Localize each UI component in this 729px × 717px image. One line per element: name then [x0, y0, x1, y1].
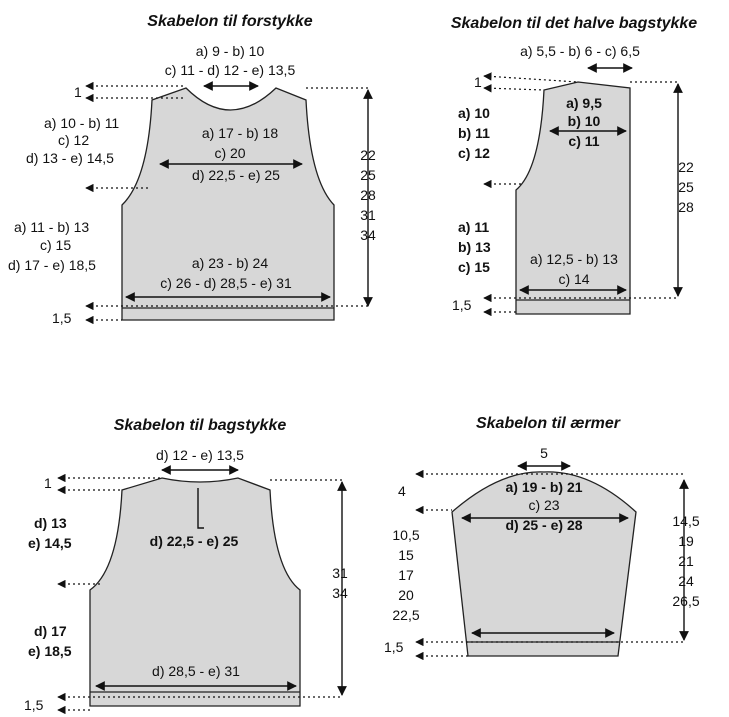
front-height-2: 25 — [360, 167, 376, 183]
front-piece-shape — [121, 87, 335, 321]
sleeve-length-left-2: 15 — [398, 547, 414, 563]
half-back-chest-3: c) 11 — [568, 133, 599, 149]
half-back-armhole-1: a) 10 — [458, 105, 490, 121]
front-armhole-1: a) 10 - b) 11 — [44, 115, 119, 131]
front-side-3: d) 17 - e) 18,5 — [8, 257, 96, 273]
half-back-side-3: c) 15 — [458, 259, 490, 275]
back-chest-label: d) 22,5 - e) 25 — [150, 533, 239, 549]
half-back-side-2: b) 13 — [458, 239, 491, 255]
front-armhole-3: d) 13 - e) 14,5 — [26, 150, 114, 166]
front-armhole-2: c) 12 — [58, 132, 89, 148]
back-armhole-2: e) 14,5 — [28, 535, 72, 551]
sleeve-length-right-1: 14,5 — [672, 513, 699, 529]
back-armhole-1: d) 13 — [34, 515, 67, 531]
back-height-2: 34 — [332, 585, 348, 601]
half-back-top-label: 1 — [474, 74, 482, 90]
half-back-neck-label: a) 5,5 - b) 6 - c) 6,5 — [520, 43, 640, 59]
half-back-hem-width-2: c) 14 — [558, 271, 589, 287]
sleeve-length-left-4: 20 — [398, 587, 414, 603]
back-hem-label: 1,5 — [24, 697, 44, 713]
half-back-title: Skabelon til det halve bagstykke — [451, 15, 697, 32]
half-back-side-1: a) 11 — [458, 219, 489, 235]
back-side-1: d) 17 — [34, 623, 67, 639]
sleeve-title: Skabelon til ærmer — [476, 415, 621, 432]
sleeve-width-2: c) 23 — [528, 497, 559, 513]
half-back-piece-group: Skabelon til det halve bagstykke a) 5,5 … — [451, 15, 697, 317]
front-side-1: a) 11 - b) 13 — [14, 219, 89, 235]
half-back-armhole-2: b) 11 — [458, 125, 490, 141]
front-height-4: 31 — [360, 207, 376, 223]
sleeve-width-3: d) 25 - e) 28 — [505, 517, 582, 533]
half-back-hem-label: 1,5 — [452, 297, 472, 313]
front-top-label: 1 — [74, 84, 82, 100]
front-hem-width-1: a) 23 - b) 24 — [192, 255, 268, 271]
back-title: Skabelon til bagstykke — [114, 417, 287, 434]
sleeve-length-right-4: 24 — [678, 573, 694, 589]
front-neck-label-1: a) 9 - b) 10 — [196, 43, 265, 59]
back-top-label: 1 — [44, 475, 52, 491]
back-piece-shape — [89, 477, 301, 707]
half-back-chest-2: b) 10 — [568, 113, 601, 129]
back-height-1: 31 — [332, 565, 348, 581]
front-chest-2: c) 20 — [214, 145, 245, 161]
sleeve-piece-group: Skabelon til ærmer 5 4 a) 19 - b) 21 c) … — [384, 415, 700, 661]
half-back-hem-width-1: a) 12,5 - b) 13 — [530, 251, 618, 267]
half-back-chest-1: a) 9,5 — [566, 95, 602, 111]
half-back-height-1: 22 — [678, 159, 694, 175]
back-neck-label: d) 12 - e) 13,5 — [156, 447, 244, 463]
back-center-mark — [197, 488, 204, 529]
half-back-height-2: 25 — [678, 179, 694, 195]
sleeve-length-left-1: 10,5 — [392, 527, 419, 543]
front-height-1: 22 — [360, 147, 376, 163]
front-piece-group: Skabelon til forstykke a) 9 - b) 10 c) 1… — [8, 13, 376, 326]
half-back-height-3: 28 — [678, 199, 694, 215]
half-back-top-dotted-1 — [483, 72, 579, 83]
sleeve-length-left-3: 17 — [398, 567, 414, 583]
back-side-2: e) 18,5 — [28, 643, 72, 659]
front-height-5: 34 — [360, 227, 376, 243]
half-back-armhole-3: c) 12 — [458, 145, 490, 161]
front-side-2: c) 15 — [40, 237, 71, 253]
sleeve-cap-label: 4 — [398, 483, 406, 499]
front-hem-label: 1,5 — [52, 310, 72, 326]
front-chest-3: d) 22,5 - e) 25 — [192, 167, 280, 183]
back-hem-width-label: d) 28,5 - e) 31 — [152, 663, 240, 679]
sleeve-length-right-2: 19 — [678, 533, 694, 549]
sleeve-top-label: 5 — [540, 445, 548, 461]
half-back-piece-shape — [515, 81, 631, 315]
back-piece-group: Skabelon til bagstykke d) 12 - e) 13,5 1… — [24, 417, 348, 715]
front-height-3: 28 — [360, 187, 376, 203]
sleeve-length-right-3: 21 — [678, 553, 694, 569]
half-back-top-dotted-2 — [483, 84, 545, 93]
sleeve-length-left-5: 22,5 — [392, 607, 419, 623]
sleeve-length-right-5: 26,5 — [672, 593, 699, 609]
front-chest-1: a) 17 - b) 18 — [202, 125, 278, 141]
front-hem-width-2: c) 26 - d) 28,5 - e) 31 — [160, 275, 292, 291]
sleeve-width-1: a) 19 - b) 21 — [505, 479, 582, 495]
front-title: Skabelon til forstykke — [147, 13, 312, 30]
sleeve-hem-label: 1,5 — [384, 639, 404, 655]
front-neck-label-2: c) 11 - d) 12 - e) 13,5 — [165, 62, 296, 78]
